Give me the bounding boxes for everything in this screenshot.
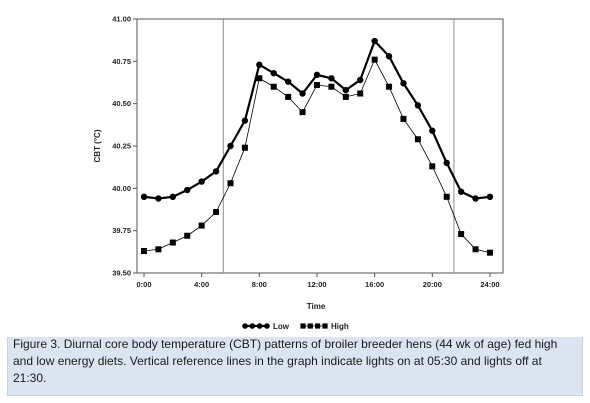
data-point-low — [270, 69, 277, 77]
data-point-high — [472, 246, 479, 253]
data-point-high — [155, 246, 162, 253]
legend: Low High — [242, 322, 349, 331]
data-point-high — [357, 90, 364, 97]
data-point-high — [141, 247, 147, 254]
data-point-low — [385, 53, 393, 60]
data-point-high — [227, 180, 234, 187]
data-point-high — [285, 93, 292, 100]
data-point-low — [155, 195, 162, 202]
data-point-low — [299, 90, 306, 97]
x-tick-label-0: 0:00 — [136, 280, 151, 289]
data-point-low — [400, 80, 407, 87]
data-point-low — [212, 168, 220, 175]
y-tick-label-5: 40.75 — [112, 57, 131, 66]
data-point-high — [184, 232, 191, 239]
data-point-high — [400, 115, 407, 122]
x-axis-ticks: 0:00 4:00 8:00 12:00 16:00 20:00 24:00 — [136, 273, 500, 289]
legend-marker-low — [249, 323, 256, 329]
data-point-low — [457, 188, 465, 195]
data-point-low — [443, 159, 450, 167]
legend-marker-high — [300, 323, 306, 329]
x-tick-label-4: 16:00 — [365, 280, 384, 289]
data-point-high — [313, 82, 320, 89]
data-point-low — [328, 75, 335, 82]
data-point-high — [328, 83, 335, 90]
data-point-low — [371, 37, 378, 45]
reference-lines — [222, 19, 455, 273]
data-point-high — [213, 209, 220, 216]
data-point-high — [169, 239, 176, 246]
data-point-low — [342, 86, 350, 94]
data-point-low — [429, 127, 436, 134]
data-point-low — [313, 71, 321, 79]
x-tick-label-3: 12:00 — [307, 280, 326, 289]
data-point-low — [198, 178, 205, 185]
plot-area — [136, 18, 504, 274]
y-tick-label-2: 40.00 — [112, 184, 131, 193]
y-tick-label-0: 39.50 — [112, 269, 131, 278]
x-tick-label-1: 4:00 — [194, 280, 209, 289]
data-point-low — [256, 61, 263, 68]
y-tick-label-4: 40.50 — [112, 99, 131, 108]
data-point-high — [414, 136, 421, 143]
data-point-low — [241, 117, 249, 124]
legend-marker-high — [315, 323, 321, 329]
legend-marker-high — [307, 323, 313, 329]
data-point-high — [443, 193, 450, 200]
legend-marker-low — [242, 323, 248, 329]
data-point-low — [472, 195, 479, 202]
legend-marker-low — [256, 323, 263, 329]
x-axis-label: Time — [307, 302, 326, 311]
legend-marker-high — [322, 323, 328, 329]
y-tick-label-3: 40.25 — [112, 142, 131, 151]
data-point-high — [429, 163, 436, 170]
y-axis-ticks: 39.50 39.75 40.00 40.25 40.50 40.75 41.00 — [112, 15, 137, 278]
x-tick-label-6: 24:00 — [480, 280, 499, 289]
figure-caption: Figure 3. Diurnal core body temperature … — [13, 337, 558, 385]
data-point-high — [256, 75, 263, 82]
data-point-low — [184, 186, 191, 194]
data-point-high — [371, 56, 378, 63]
data-point-high — [241, 144, 248, 151]
data-point-low — [486, 193, 494, 200]
data-point-high — [342, 93, 349, 100]
legend-marker-low — [264, 323, 270, 329]
y-tick-label-1: 39.75 — [112, 226, 131, 235]
y-tick-label-6: 41.00 — [112, 15, 131, 24]
data-point-low — [169, 193, 177, 200]
data-point-low — [414, 102, 422, 109]
data-point-low — [227, 142, 234, 150]
x-tick-label-5: 20:00 — [423, 280, 442, 289]
data-point-high — [198, 222, 205, 229]
data-point-high — [458, 231, 465, 238]
series-layer — [140, 37, 494, 256]
data-point-low — [140, 193, 148, 200]
data-point-high — [270, 83, 277, 90]
data-point-high — [386, 83, 393, 90]
data-point-low — [357, 76, 364, 84]
data-point-high — [299, 109, 306, 116]
line-chart: 39.50 39.75 40.00 40.25 40.50 40.75 41.00 0:00… — [7, 7, 583, 337]
data-point-high — [486, 249, 493, 256]
legend-label-low: Low — [273, 322, 290, 331]
x-tick-label-2: 8:00 — [252, 280, 267, 289]
y-axis-label: CBT (°C) — [93, 129, 102, 162]
data-point-low — [284, 78, 292, 85]
legend-label-high: High — [331, 322, 349, 331]
